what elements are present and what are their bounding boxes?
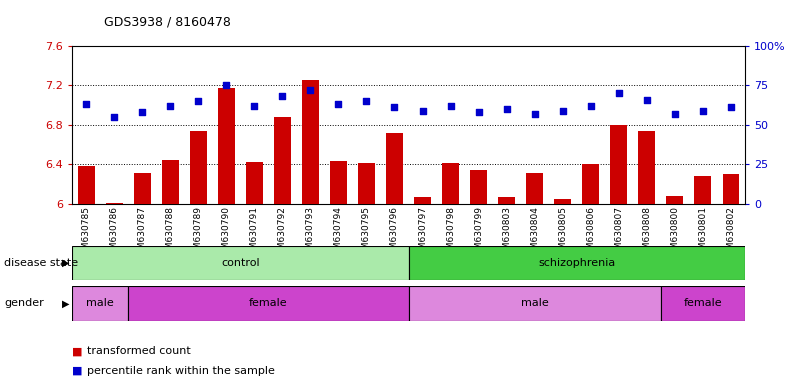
Bar: [274, 117, 291, 204]
Text: gender: gender: [4, 298, 44, 308]
Bar: [72, 286, 128, 321]
Point: [248, 103, 261, 109]
Point: [304, 87, 317, 93]
Point: [529, 111, 541, 117]
Point: [107, 114, 120, 120]
Text: male: male: [87, 298, 114, 308]
Bar: [134, 173, 151, 204]
Text: percentile rank within the sample: percentile rank within the sample: [87, 366, 275, 376]
Bar: [470, 170, 487, 204]
Text: GDS3938 / 8160478: GDS3938 / 8160478: [104, 15, 231, 28]
Text: female: female: [249, 298, 288, 308]
Point: [192, 98, 205, 104]
Point: [556, 108, 569, 114]
Bar: [106, 202, 123, 204]
Point: [276, 93, 289, 99]
Bar: [358, 163, 375, 204]
Point: [668, 111, 681, 117]
Bar: [442, 163, 459, 204]
Point: [80, 101, 92, 108]
Bar: [638, 131, 655, 204]
Point: [164, 103, 177, 109]
Text: ▶: ▶: [62, 298, 70, 308]
Point: [219, 83, 233, 89]
Text: schizophrenia: schizophrenia: [538, 258, 615, 268]
Text: ■: ■: [72, 366, 83, 376]
Point: [724, 104, 737, 111]
Point: [696, 108, 710, 114]
Bar: [78, 166, 95, 204]
Bar: [582, 164, 599, 204]
Bar: [723, 174, 739, 204]
Point: [388, 104, 400, 111]
Text: transformed count: transformed count: [87, 346, 191, 356]
Text: control: control: [221, 258, 260, 268]
Point: [612, 90, 625, 96]
Point: [136, 109, 149, 115]
Bar: [246, 162, 263, 204]
Text: disease state: disease state: [4, 258, 78, 268]
Point: [500, 106, 513, 112]
Point: [444, 103, 457, 109]
Bar: [218, 88, 235, 204]
Bar: [72, 246, 409, 280]
Text: ▶: ▶: [62, 258, 70, 268]
Point: [584, 103, 597, 109]
Bar: [409, 246, 745, 280]
Bar: [330, 161, 347, 204]
Bar: [661, 286, 745, 321]
Point: [332, 101, 345, 108]
Bar: [610, 125, 627, 204]
Bar: [526, 173, 543, 204]
Bar: [694, 176, 711, 204]
Bar: [409, 286, 661, 321]
Bar: [386, 132, 403, 204]
Bar: [498, 197, 515, 204]
Bar: [302, 79, 319, 204]
Bar: [414, 197, 431, 204]
Bar: [162, 160, 179, 204]
Point: [360, 98, 373, 104]
Text: male: male: [521, 298, 549, 308]
Text: female: female: [683, 298, 723, 308]
Text: ■: ■: [72, 346, 83, 356]
Bar: [190, 131, 207, 204]
Bar: [666, 195, 683, 204]
Bar: [554, 199, 571, 204]
Point: [417, 108, 429, 114]
Point: [473, 109, 485, 115]
Point: [641, 96, 654, 103]
Bar: [128, 286, 409, 321]
